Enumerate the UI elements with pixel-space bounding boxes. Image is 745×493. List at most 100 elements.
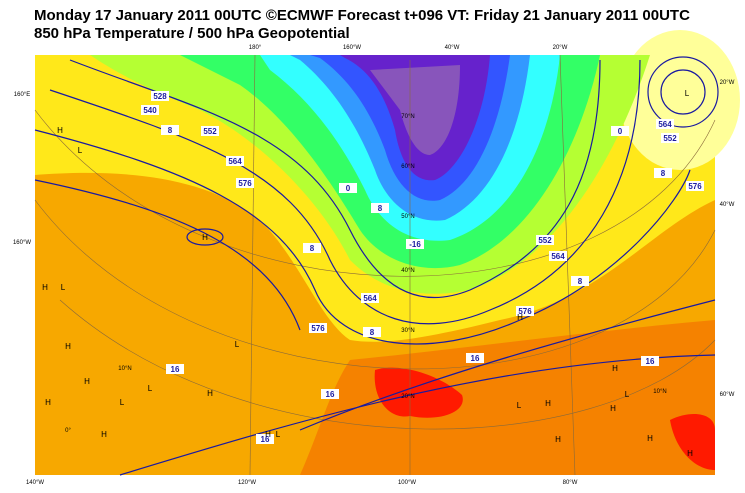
pressure-center: L — [148, 384, 153, 393]
longitude-label: 60°W — [720, 392, 735, 398]
contour-label: 552 — [663, 134, 677, 143]
label-box — [141, 105, 159, 115]
latitude-label: 50°N — [401, 214, 414, 220]
contour-label: 552 — [203, 127, 217, 136]
longitude-label: 40°W — [720, 202, 735, 208]
pressure-center: H — [45, 398, 51, 407]
label-box — [611, 126, 629, 136]
temperature-field — [35, 30, 740, 475]
label-box — [236, 178, 254, 188]
label-box — [656, 119, 674, 129]
pressure-center: L — [61, 283, 66, 292]
label-box — [661, 133, 679, 143]
label-box — [309, 323, 327, 333]
contour-label: 16 — [646, 357, 655, 366]
pressure-center: L — [517, 401, 522, 410]
pressure-center: L — [625, 390, 630, 399]
contour-label: 8 — [168, 126, 173, 135]
label-box — [166, 364, 184, 374]
contour-label: 16 — [261, 435, 270, 444]
latitude-label: 40°N — [401, 268, 414, 274]
pressure-center: L — [78, 146, 83, 155]
contour-labels: 528 540 552 564 576 8 552 564 576 0 8 0 8 -16 564 576 55… — [141, 91, 704, 444]
title-line-1: Monday 17 January 2011 00UTC ©ECMWF Fore… — [34, 7, 690, 24]
title-line-2: 850 hPa Temperature / 500 hPa Geopotenti… — [34, 25, 350, 42]
contour-label: 8 — [378, 204, 383, 213]
pressure-center: H — [555, 435, 561, 444]
contour-label: 576 — [518, 307, 532, 316]
label-box — [536, 235, 554, 245]
label-box — [371, 203, 389, 213]
latitude-label: 0° — [65, 428, 71, 434]
label-box — [321, 389, 339, 399]
label-box — [256, 434, 274, 444]
label-box — [339, 183, 357, 193]
geopotential-contours — [34, 56, 719, 476]
pressure-center: H — [687, 449, 693, 458]
label-box — [361, 293, 379, 303]
label-box — [641, 356, 659, 366]
longitude-label: 160°W — [13, 240, 31, 246]
contour-label: 576 — [688, 182, 702, 191]
contour-label: 528 — [153, 92, 167, 101]
pressure-center: H — [57, 126, 63, 135]
longitude-label: 100°W — [398, 480, 416, 486]
label-box — [363, 327, 381, 337]
pressure-center: H — [101, 430, 107, 439]
contour-label: 552 — [538, 236, 552, 245]
pressure-center: L — [235, 340, 240, 349]
latitude-label: 70°N — [401, 114, 414, 120]
contour-label: 8 — [310, 244, 315, 253]
longitude-label: 140°W — [26, 480, 44, 486]
latitude-labels: 70°N 60°N 50°N 40°N 30°N 20°N 10°N 0° 10°N — [65, 114, 667, 434]
longitude-label: 80°W — [563, 480, 578, 486]
pressure-center: H — [545, 399, 551, 408]
contour-label: 564 — [551, 252, 565, 261]
contour-label: 564 — [228, 157, 242, 166]
contour-label: 16 — [326, 390, 335, 399]
latitude-label: 20°N — [401, 394, 414, 400]
contour-label: 8 — [661, 169, 666, 178]
label-box — [201, 126, 219, 136]
pressure-center: H — [265, 430, 271, 439]
longitude-label: 180° — [249, 45, 262, 51]
contour-label: 16 — [171, 365, 180, 374]
longitude-label: 160°W — [343, 45, 361, 51]
pressure-center: H — [610, 404, 616, 413]
label-box — [686, 181, 704, 191]
latitude-label: 10°N — [118, 366, 131, 372]
label-box — [466, 353, 484, 363]
latitude-label: 60°N — [401, 164, 414, 170]
pressure-center: L — [120, 398, 125, 407]
pressure-center: H — [202, 233, 208, 242]
contour-label: -16 — [409, 240, 421, 249]
pressure-center: L — [685, 89, 690, 98]
contour-label: 564 — [363, 294, 377, 303]
contour-label: 0 — [346, 184, 351, 193]
pressure-center: H — [612, 364, 618, 373]
pressure-center: H — [84, 377, 90, 386]
contour-label: 576 — [238, 179, 252, 188]
pressure-center: H — [65, 342, 71, 351]
label-box — [654, 168, 672, 178]
contour-label: 0 — [618, 127, 623, 136]
contour-label: 8 — [578, 277, 583, 286]
longitude-label: 20°W — [553, 45, 568, 51]
pressure-center: H — [207, 389, 213, 398]
pressure-center: H — [42, 283, 48, 292]
contour-label: 576 — [311, 324, 325, 333]
label-box — [549, 251, 567, 261]
longitude-label: 160°E — [14, 92, 30, 98]
longitude-label: 20°W — [720, 80, 735, 86]
label-box — [406, 239, 424, 249]
pressure-center: H — [647, 434, 653, 443]
longitude-label: 120°W — [238, 480, 256, 486]
label-box — [161, 125, 179, 135]
longitude-labels: 180° 160°W 40°W 20°W 20°W 160°E 160°W 40°W 60°W 1… — [13, 45, 735, 486]
contour-label: 16 — [471, 354, 480, 363]
label-box — [151, 91, 169, 101]
latitude-label: 30°N — [401, 328, 414, 334]
